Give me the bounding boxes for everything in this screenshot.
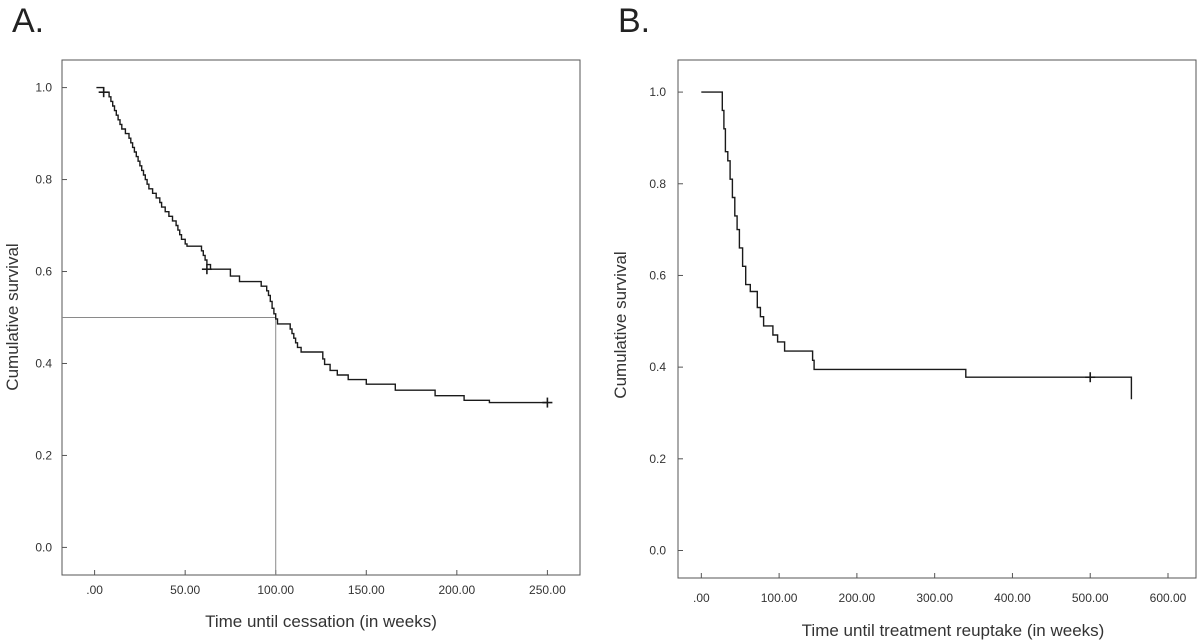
x-tick-label: .00	[693, 591, 710, 605]
panel-b-plot-frame	[677, 59, 1197, 579]
panel-b-x-ticks: .00 100.00 200.00 300.00 400.00 500.00 600.00	[693, 573, 1187, 605]
panel-a-letter: A.	[12, 2, 44, 40]
y-tick-label: 0.6	[649, 268, 666, 282]
y-tick-label: 0.0	[649, 543, 666, 557]
panel-b-x-axis-title: Time until treatment reuptake (in weeks)	[802, 621, 1105, 640]
survival-curve	[701, 91, 1133, 400]
y-tick-label: 0.8	[649, 177, 666, 191]
y-tick-label: 0.4	[649, 360, 666, 374]
y-tick-label: 0.8	[35, 173, 52, 187]
panel-b-y-ticks: 0.0 0.2 0.4 0.6 0.8 1.0	[649, 85, 683, 557]
panel-a-x-axis-title: Time until cessation (in weeks)	[205, 612, 437, 631]
y-tick-label: 1.0	[35, 81, 52, 95]
x-tick-label: 500.00	[1072, 591, 1109, 605]
y-tick-label: 0.0	[35, 540, 52, 554]
x-tick-label: 50.00	[170, 583, 200, 597]
panel-a-x-ticks: .00 50.00 100.00 150.00 200.00 250.00	[86, 570, 566, 597]
x-tick-label: 100.00	[257, 583, 294, 597]
censor-mark	[1085, 372, 1096, 383]
panel-a-median-reference-lines	[62, 317, 277, 575]
x-tick-label: 200.00	[438, 583, 475, 597]
x-tick-label: 600.00	[1150, 591, 1187, 605]
censor-mark	[542, 397, 553, 408]
panel-b: B. 0.0 0.2 0.4 0.6 0.8 1.0 .00 100.00 200.00 300…	[611, 2, 1197, 640]
panel-a-y-ticks: 0.0 0.2 0.4 0.6 0.8 1.0	[35, 81, 67, 554]
x-tick-label: 250.00	[529, 583, 566, 597]
panel-b-y-axis-title: Cumulative survival	[611, 251, 630, 398]
censor-mark	[98, 87, 109, 98]
x-tick-label: .00	[86, 583, 103, 597]
panel-b-series	[701, 91, 1133, 400]
censor-mark	[201, 264, 212, 275]
panel-a: A. 0.0 0.2 0.4 0.6 0.8 1.0 .00 50.00 100.00 150.…	[3, 2, 581, 631]
x-tick-label: 300.00	[916, 591, 953, 605]
panel-a-y-axis-title: Cumulative survival	[3, 243, 22, 390]
panel-b-letter: B.	[618, 2, 650, 40]
y-tick-label: 0.2	[649, 452, 666, 466]
x-tick-label: 200.00	[839, 591, 876, 605]
y-tick-label: 1.0	[649, 85, 666, 99]
x-tick-label: 400.00	[994, 591, 1031, 605]
y-tick-label: 0.2	[35, 448, 52, 462]
panel-a-series	[96, 86, 553, 408]
survival-curve	[96, 86, 548, 404]
y-tick-label: 0.6	[35, 265, 52, 279]
x-tick-label: 100.00	[761, 591, 798, 605]
y-tick-label: 0.4	[35, 356, 52, 370]
x-tick-label: 150.00	[348, 583, 385, 597]
